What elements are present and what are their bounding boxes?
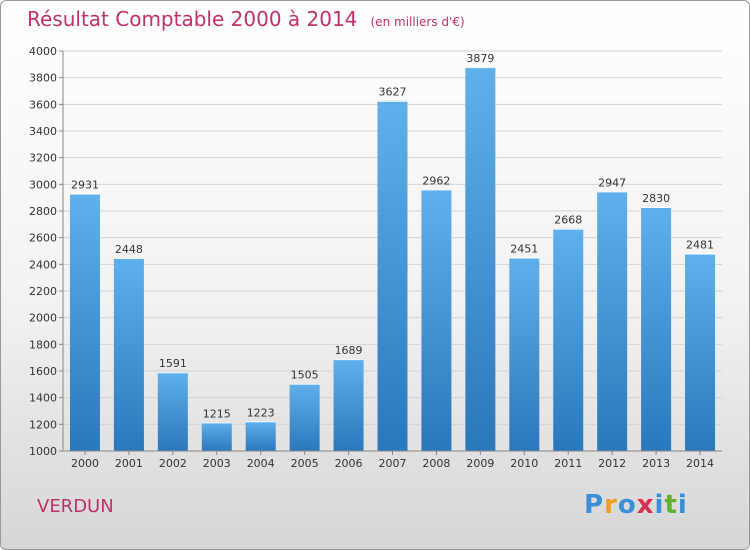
bars: 2931 2448 1591 1215 1223 1505 1689 3627 2962 3879… [69, 52, 716, 452]
bar [377, 100, 408, 451]
y-tick-label: 2800 [29, 205, 57, 218]
data-label: 1591 [159, 357, 187, 370]
bar [509, 257, 540, 451]
logo-letter: t [664, 490, 678, 520]
bar [245, 421, 276, 451]
data-label: 2931 [71, 179, 99, 192]
bar [597, 191, 628, 451]
data-label: 2947 [598, 176, 626, 189]
x-tick-label: 2012 [598, 457, 626, 470]
logo-letter: i [677, 490, 688, 520]
data-label: 2962 [422, 174, 450, 187]
bar [201, 422, 232, 451]
data-label: 1223 [247, 406, 275, 419]
bar [641, 207, 672, 451]
logo-letter: P [584, 490, 605, 520]
y-tick-label: 2400 [29, 258, 57, 271]
title-row: Résultat Comptable 2000 à 2014 (en milli… [27, 7, 465, 31]
bar [157, 372, 188, 451]
logo-letter: x [636, 490, 655, 520]
x-tick-label: 2010 [510, 457, 538, 470]
bar [421, 189, 452, 451]
x-tick-label: 2011 [554, 457, 582, 470]
chart-subtitle: (en milliers d'€) [370, 15, 465, 29]
x-tick-label: 2008 [422, 457, 450, 470]
bar [685, 253, 716, 451]
x-tick-label: 2009 [466, 457, 494, 470]
bar [289, 383, 320, 451]
data-label: 2481 [686, 239, 714, 252]
bar [553, 228, 584, 451]
x-tick-label: 2003 [203, 457, 231, 470]
axes: 1000 1200 1400 1600 1800 2000 2200 2400 2600 2800… [29, 45, 722, 470]
data-label: 2668 [554, 214, 582, 227]
y-tick-label: 2000 [29, 312, 57, 325]
bar [69, 193, 100, 452]
y-tick-label: 3200 [29, 152, 57, 165]
y-tick-label: 1000 [29, 445, 57, 458]
bar [333, 359, 364, 451]
logo-letter: o [617, 490, 637, 520]
x-tick-label: 2000 [71, 457, 99, 470]
x-tick-label: 2004 [247, 457, 275, 470]
bar [113, 257, 144, 451]
y-tick-label: 3400 [29, 125, 57, 138]
bar [465, 67, 496, 451]
y-tick-label: 2200 [29, 285, 57, 298]
data-label: 1689 [335, 344, 363, 357]
y-tick-label: 1600 [29, 365, 57, 378]
y-tick-label: 2600 [29, 232, 57, 245]
x-tick-label: 2002 [159, 457, 187, 470]
x-tick-label: 2007 [379, 457, 407, 470]
data-label: 1215 [203, 407, 231, 420]
y-tick-label: 1800 [29, 338, 57, 351]
y-tick-label: 3600 [29, 98, 57, 111]
proxiti-logo: Proxiti [584, 490, 688, 520]
logo-letter: r [604, 490, 618, 520]
data-label: 3627 [379, 86, 407, 99]
y-tick-label: 1200 [29, 418, 57, 431]
y-tick-label: 4000 [29, 45, 57, 58]
x-tick-label: 2014 [686, 457, 714, 470]
data-label: 2830 [642, 192, 670, 205]
data-label: 3879 [466, 52, 494, 65]
city-name: VERDUN [37, 496, 114, 517]
x-tick-label: 2001 [115, 457, 143, 470]
x-tick-label: 2013 [642, 457, 670, 470]
y-tick-label: 3000 [29, 178, 57, 191]
chart-title: Résultat Comptable 2000 à 2014 [27, 7, 358, 31]
logo-letter: i [654, 490, 665, 520]
data-label: 2448 [115, 243, 143, 256]
data-label: 1505 [291, 369, 319, 382]
x-tick-label: 2005 [291, 457, 319, 470]
y-tick-label: 1400 [29, 392, 57, 405]
data-label: 2451 [510, 243, 538, 256]
x-tick-label: 2006 [335, 457, 363, 470]
y-tick-label: 3800 [29, 72, 57, 85]
